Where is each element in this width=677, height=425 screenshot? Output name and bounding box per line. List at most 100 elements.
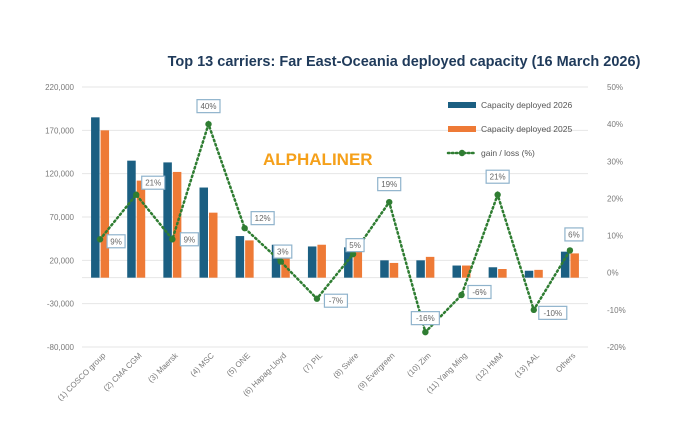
gain-loss-point [96,236,104,243]
legend-item-2025: Capacity deployed 2025 [448,124,572,134]
category-label: (3) Maersk [146,350,180,384]
bars [91,117,579,278]
gain-loss-polyline [98,120,572,335]
bar-2026 [416,260,425,278]
data-label-text: 12% [255,214,271,223]
gain-loss-data-label: 21% [141,175,166,190]
x-axis-categories: (1) COSCO group(2) CMA CGM (3) Maersk (4) … [56,350,577,402]
gain-loss-point [458,291,465,299]
category-label: (7) PIL [301,351,325,375]
right-axis-tick-label: 20% [607,194,623,203]
gain-loss-data-label: -7% [323,293,349,308]
bar-2026 [524,270,534,278]
legend-item-gain-loss: gain / loss (%) [446,148,535,158]
bar-2025 [389,262,399,278]
gain-loss-point [386,198,393,206]
gain-loss-data-label: 5% [345,238,365,253]
gain-loss-data-label: 21% [485,169,510,184]
bar-2025 [136,180,146,278]
gain-loss-data-label: 9% [106,234,126,249]
category-label: (10) Zim [405,351,433,379]
right-axis-tick-label: -20% [607,343,626,352]
bar-2026 [452,265,461,278]
left-axis-tick-label: -30,000 [47,300,75,309]
left-axis-tick-label: 70,000 [50,213,75,222]
left-axis-tick-label: 120,000 [45,170,74,179]
data-label-text: 21% [145,179,161,188]
left-axis-tick-label: 220,000 [45,83,74,92]
data-label-text: 40% [200,102,216,111]
gain-loss-data-label: -16% [410,311,440,326]
gain-loss-line [96,120,574,336]
data-label-box [250,211,275,226]
category-label: (9) Evergreen [356,351,397,392]
legend-label-gain-loss: gain / loss (%) [481,148,535,158]
data-label-text: 6% [568,230,580,239]
gain-loss-data-label: 6% [564,227,584,242]
legend-item-2026: Capacity deployed 2026 [448,100,572,110]
chart-title: Top 13 carriers: Far East-Oceania deploy… [168,54,641,70]
data-label-text: 9% [184,235,196,244]
bar-2025 [570,253,579,278]
bar-2026 [488,267,498,278]
category-label: (2) CMA CGM [102,351,144,393]
data-label-box [377,177,402,192]
bar-2026 [91,117,100,278]
gain-loss-point [349,250,357,258]
alphaliner-watermark: ALPHALINER [263,150,373,169]
right-y-axis: 50% 40% 30% 20% 10% 0% -10% -20% [607,83,626,352]
bar-2025 [498,269,507,278]
data-label-text: -10% [543,309,562,318]
bar-2025 [281,244,290,278]
gain-loss-data-label: 3% [273,244,293,259]
gain-loss-point [422,328,429,336]
data-label-box [410,311,440,326]
data-label-box [196,99,221,114]
data-label-box [467,284,492,300]
gain-loss-point [205,120,212,128]
data-label-text: -7% [329,297,343,306]
bar-2025 [353,248,363,278]
bar-2025 [100,130,110,278]
legend-swatch-2026 [448,102,476,108]
bar-2026 [235,236,245,278]
right-axis-tick-label: -10% [607,306,626,315]
data-label-box [564,227,584,242]
right-axis-tick-label: 10% [607,232,623,241]
category-label: (5) ONE [225,351,252,378]
bar-2026 [127,160,136,278]
gain-loss-point [494,191,501,198]
data-label-text: 21% [490,173,506,182]
bar-2026 [560,251,570,278]
bar-2026 [344,247,353,278]
bar-2025 [462,265,471,278]
category-label: (4) MSC [188,351,216,379]
category-label: (12) HMM [474,351,506,383]
gain-loss-point [530,306,537,314]
data-label-text: -16% [416,314,435,323]
gain-loss-point [277,258,284,265]
data-label-box [179,232,199,247]
gain-loss-labels: 9% 21% 9% 40% 12% 3% -7% 5% 19% -16% -6% 21% -10% 6% [106,99,584,326]
bar-2025 [425,256,435,278]
gain-loss-data-label: -10% [538,305,568,320]
legend-swatch-2025 [448,126,476,132]
data-label-box [141,175,166,190]
data-label-box [106,234,126,249]
right-axis-tick-label: 50% [607,83,623,92]
bar-2025 [245,240,254,278]
category-label: (8) Swire [331,351,360,380]
right-axis-tick-label: 0% [607,269,619,278]
legend-label-2026: Capacity deployed 2026 [481,100,572,110]
data-label-box [538,305,568,320]
category-label: (1) COSCO group [56,351,108,403]
gain-loss-data-label: 40% [196,99,221,114]
data-label-text: 9% [110,237,122,246]
category-label: Others [554,351,577,374]
gain-loss-point [169,236,176,243]
bar-2026 [380,260,389,278]
bar-2026 [163,162,172,278]
left-y-axis: 220,000 170,000 120,000 70,000 20,000 -30,000… [45,83,74,352]
gain-loss-point [313,295,321,302]
